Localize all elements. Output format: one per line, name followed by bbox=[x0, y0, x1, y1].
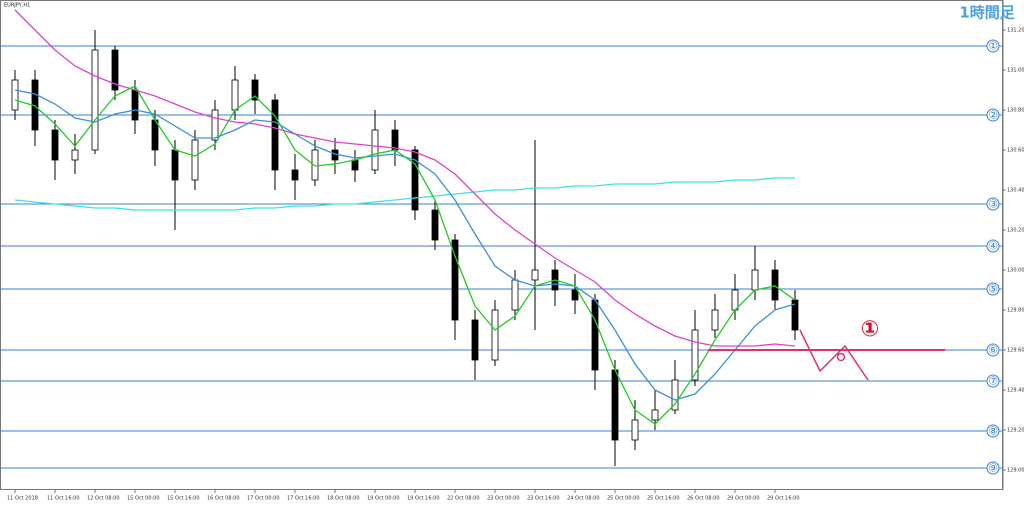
candle-body bbox=[511, 279, 519, 311]
candle-body bbox=[591, 299, 599, 371]
candle-body bbox=[691, 329, 699, 381]
candle-body bbox=[231, 79, 239, 111]
level-label: ⑧ bbox=[988, 425, 998, 438]
plot-frame bbox=[0, 0, 1003, 490]
x-tick-label: 23 Oct 00:00 bbox=[487, 496, 520, 502]
level-badge bbox=[986, 239, 1000, 253]
candle-body bbox=[431, 209, 439, 241]
x-tick-label: 19 Oct 16:00 bbox=[407, 496, 440, 502]
y-tick-label: 131.000 bbox=[1007, 68, 1024, 74]
x-tick-label: 11 Oct 16:00 bbox=[47, 496, 80, 502]
candle-body bbox=[491, 309, 499, 361]
candle-body bbox=[131, 89, 139, 121]
x-tick-label: 11 Oct 2018 bbox=[7, 496, 38, 502]
x-tick-label: 22 Oct 08:00 bbox=[447, 496, 480, 502]
candle-body bbox=[631, 419, 639, 441]
level-badge bbox=[986, 424, 1000, 438]
candle-body bbox=[271, 99, 279, 171]
x-tick-label: 12 Oct 08:00 bbox=[87, 496, 120, 502]
level-label: ⑨ bbox=[988, 462, 998, 475]
y-tick-label: 130.000 bbox=[1007, 268, 1024, 274]
candle-body bbox=[351, 159, 359, 171]
level-badge bbox=[986, 343, 1000, 357]
candle-body bbox=[451, 239, 459, 321]
candle-body bbox=[291, 169, 299, 181]
y-tick-label: 130.400 bbox=[1007, 188, 1024, 194]
candle-body bbox=[51, 129, 59, 161]
candle-body bbox=[151, 119, 159, 151]
level-badge bbox=[986, 461, 1000, 475]
candle-body bbox=[711, 309, 719, 331]
candle-body bbox=[371, 129, 379, 171]
x-tick-label: 17 Oct 16:00 bbox=[287, 496, 320, 502]
level-label: ⑦ bbox=[988, 375, 998, 388]
y-tick-label: 131.200 bbox=[1007, 28, 1024, 34]
scenario-point bbox=[836, 352, 846, 362]
annotation: ① bbox=[861, 317, 880, 342]
x-tick-label: 29 Oct 16:00 bbox=[767, 496, 800, 502]
x-tick-label: 15 Oct 16:00 bbox=[167, 496, 200, 502]
level-label: ⑥ bbox=[988, 344, 998, 357]
y-tick-label: 129.600 bbox=[1007, 348, 1024, 354]
y-tick-label: 130.600 bbox=[1007, 148, 1024, 154]
candle-body bbox=[611, 369, 619, 441]
y-tick-label: 130.800 bbox=[1007, 108, 1024, 114]
y-tick-label: 129.000 bbox=[1007, 468, 1024, 474]
symbol-label: EURJPY,H1 bbox=[4, 3, 30, 9]
x-tick-label: 18 Oct 08:00 bbox=[327, 496, 360, 502]
x-tick-label: 23 Oct 16:00 bbox=[527, 496, 560, 502]
x-tick-label: 24 Oct 08:00 bbox=[567, 496, 600, 502]
moving-average bbox=[14, 85, 796, 425]
x-tick-label: 25 Oct 00:00 bbox=[607, 496, 640, 502]
scenario-path bbox=[799, 329, 869, 381]
candle-body bbox=[671, 379, 679, 411]
level-label: ⑤ bbox=[988, 283, 998, 296]
moving-average bbox=[14, 9, 796, 347]
x-tick-label: 25 Oct 16:00 bbox=[647, 496, 680, 502]
candle-body bbox=[771, 269, 779, 301]
chart-title: 1時間足 bbox=[959, 4, 1015, 22]
level-label: ① bbox=[988, 40, 998, 53]
level-label: ④ bbox=[988, 240, 998, 253]
candle-body bbox=[11, 79, 19, 111]
moving-average bbox=[14, 177, 795, 211]
level-label: ② bbox=[988, 109, 998, 122]
candle-body bbox=[311, 149, 319, 181]
x-tick-label: 16 Oct 08:00 bbox=[207, 496, 240, 502]
candle-body bbox=[71, 149, 79, 161]
level-badge bbox=[986, 197, 1000, 211]
x-tick-label: 29 Oct 00:00 bbox=[727, 496, 760, 502]
candle-body bbox=[111, 49, 119, 91]
candle-body bbox=[751, 269, 759, 291]
candle-body bbox=[651, 409, 659, 421]
x-tick-label: 17 Oct 00:00 bbox=[247, 496, 280, 502]
candle-body bbox=[531, 269, 539, 281]
candle-body bbox=[191, 139, 199, 181]
x-tick-label: 26 Oct 08:00 bbox=[687, 496, 720, 502]
x-tick-label: 15 Oct 00:00 bbox=[127, 496, 160, 502]
y-tick-label: 129.400 bbox=[1007, 388, 1024, 394]
candle-body bbox=[91, 49, 99, 151]
y-tick-label: 129.200 bbox=[1007, 428, 1024, 434]
candle-body bbox=[411, 149, 419, 211]
candle-body bbox=[471, 319, 479, 361]
candle-body bbox=[171, 149, 179, 181]
level-badge bbox=[986, 374, 1000, 388]
level-label: ③ bbox=[988, 198, 998, 211]
level-badge bbox=[986, 39, 1000, 53]
y-tick-label: 129.800 bbox=[1007, 308, 1024, 314]
candle-body bbox=[571, 289, 579, 301]
candle-body bbox=[391, 129, 399, 151]
candle-body bbox=[211, 109, 219, 141]
level-badge bbox=[986, 108, 1000, 122]
candle-body bbox=[251, 79, 259, 101]
level-badge bbox=[986, 282, 1000, 296]
y-tick-label: 130.200 bbox=[1007, 228, 1024, 234]
x-tick-label: 19 Oct 00:00 bbox=[367, 496, 400, 502]
plot: 129.000 129.200 129.400 129.600 129.800 130.0… bbox=[0, 9, 1024, 502]
